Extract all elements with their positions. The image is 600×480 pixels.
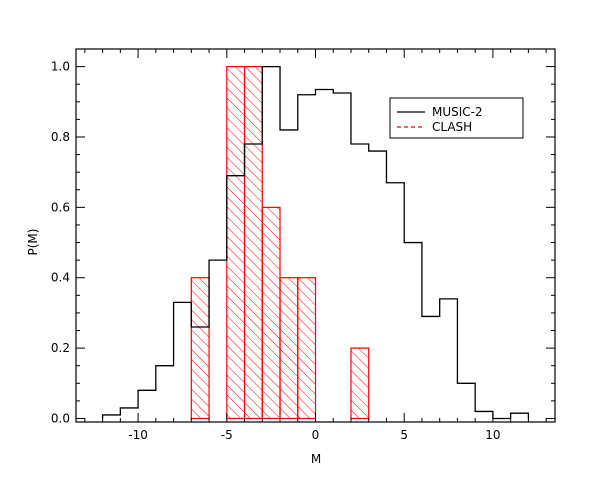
clash-series [190,65,370,420]
y-tick-label: 0.0 [51,411,70,425]
x-tick-label: 0 [312,428,320,442]
legend-clash-label: CLASH [432,120,472,134]
axes: -10 -5 0 5 10 0.0 0.2 0.4 0.6 0.8 1.0 [51,48,556,442]
y-tick-label: 1.0 [51,60,70,74]
y-tick-label: 0.8 [51,130,70,144]
y-tick-label: 0.2 [51,341,70,355]
x-tick-label: 10 [485,428,500,442]
music2-step-line [101,65,530,420]
music2-series [101,65,530,420]
clash-bar [297,277,317,420]
clash-bar [226,65,246,420]
y-tick-label: 0.4 [51,271,70,285]
legend: MUSIC-2 CLASH [389,97,524,139]
y-axis-label: P(M) [26,229,40,256]
legend-music2-label: MUSIC-2 [432,105,483,119]
clash-bar [350,347,370,420]
clash-bar [261,206,281,420]
x-tick-label: -5 [221,428,233,442]
y-tick-label: 0.6 [51,200,70,214]
clash-bar [279,277,299,420]
x-tick-label: -10 [128,428,148,442]
clash-bar [243,65,263,420]
x-tick-label: 5 [400,428,408,442]
clash-bar [190,277,210,420]
x-axis-label: M [311,452,321,466]
legend-box [389,97,524,139]
